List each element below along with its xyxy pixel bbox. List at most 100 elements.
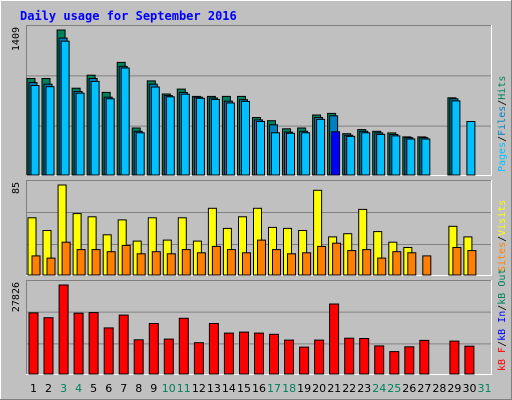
day-label-15: 15: [237, 382, 251, 395]
day-label-10: 10: [162, 382, 176, 395]
bar-pages-day-8: [135, 132, 145, 176]
bar-sites-day-3: [61, 241, 71, 276]
bar-kb-f-day-16: [254, 332, 264, 375]
bar-sites-day-18: [287, 253, 296, 276]
day-label-14: 14: [222, 382, 236, 395]
bar-pages-day-17: [271, 132, 280, 176]
bar-kb-f-day-7: [118, 314, 129, 375]
bar-sites-day-6: [106, 251, 116, 276]
visits-sites-panel: 85 Sites/Visits: [11, 180, 508, 276]
bar-pages-day-21: [331, 131, 341, 176]
bar-pages-day-16: [256, 121, 265, 176]
legend-entry: kB Out: [497, 269, 508, 305]
hits-files-pages-side-legend: Pages/Files/Hits: [497, 76, 508, 172]
day-label-31: 31: [478, 382, 492, 395]
day-label-6: 6: [105, 382, 112, 395]
day-label-18: 18: [282, 382, 296, 395]
bar-pages-day-27: [421, 138, 431, 176]
bar-sites-day-5: [91, 249, 101, 276]
bar-sites-day-29: [452, 247, 462, 276]
bar-kb-f-day-17: [269, 333, 279, 375]
bar-sites-day-10: [166, 253, 176, 276]
kbytes-side-legend: kB F/kB In/kB Out: [497, 269, 508, 371]
day-label-5: 5: [90, 382, 97, 395]
visits-sites-side-legend: Sites/Visits: [497, 200, 508, 272]
bar-sites-day-23: [362, 249, 372, 276]
bar-sites-day-12: [196, 252, 206, 276]
chart-panels: 1409Pages/Files/Hits85Sites/Visits27826k…: [11, 25, 508, 375]
bar-kb-f-day-30: [464, 345, 475, 375]
bar-kb-f-day-27: [419, 339, 430, 375]
bar-pages-day-18: [286, 132, 295, 176]
visits-sites-ymax-label: 85: [11, 182, 22, 194]
day-label-11: 11: [177, 382, 191, 395]
day-label-17: 17: [267, 382, 281, 395]
bar-pages-day-14: [225, 102, 235, 176]
bar-kb-f-day-14: [223, 332, 234, 375]
legend-entry: /: [497, 236, 508, 242]
bar-sites-day-21: [332, 242, 342, 276]
day-label-19: 19: [297, 382, 311, 395]
bar-sites-day-1: [31, 255, 41, 276]
bar-sites-day-16: [257, 239, 266, 276]
day-label-23: 23: [357, 382, 371, 395]
bar-pages-day-23: [361, 132, 371, 176]
day-label-4: 4: [75, 382, 82, 395]
day-label-2: 2: [45, 382, 52, 395]
bar-kb-f-day-26: [404, 346, 415, 375]
day-label-25: 25: [387, 382, 401, 395]
bar-kb-f-day-1: [28, 312, 39, 375]
legend-entry: /: [497, 136, 508, 142]
bar-kb-f-day-23: [359, 338, 370, 375]
day-label-20: 20: [312, 382, 326, 395]
day-label-13: 13: [207, 382, 221, 395]
bar-pages-day-15: [241, 100, 250, 176]
day-label-27: 27: [417, 382, 431, 395]
bar-sites-day-19: [302, 252, 312, 276]
legend-entry: kB F: [497, 347, 508, 371]
bar-pages-day-22: [346, 135, 356, 176]
bar-kb-f-day-3: [58, 284, 69, 375]
day-label-3: 3: [60, 382, 67, 395]
bar-sites-day-8: [136, 253, 146, 276]
bar-sites-day-25: [392, 251, 402, 276]
bar-pages-day-29: [451, 100, 461, 176]
day-label-9: 9: [150, 382, 157, 395]
bar-pages-day-25: [391, 135, 401, 176]
bar-kb-f-day-20: [314, 339, 325, 375]
day-label-7: 7: [120, 382, 127, 395]
day-label-21: 21: [327, 382, 341, 395]
bar-pages-day-1: [30, 85, 40, 176]
day-label-16: 16: [252, 382, 266, 395]
bar-sites-day-7: [121, 244, 131, 276]
bar-pages-day-7: [120, 67, 130, 176]
day-label-28: 28: [432, 382, 446, 395]
bar-sites-day-20: [317, 245, 327, 276]
bar-kb-f-day-2: [43, 317, 54, 375]
bar-sites-day-9: [151, 251, 161, 276]
legend-entry: kB In: [497, 311, 508, 341]
x-axis-day-labels: 1 2 3 4 5 6 7 8 9 10 11 12 13 14 15 16 17 18 19 20 21 22 23 24 2…: [30, 382, 492, 395]
legend-entry: /: [497, 100, 508, 106]
day-label-29: 29: [447, 382, 461, 395]
bar-kb-f-day-15: [239, 331, 249, 375]
bar-kb-f-day-9: [148, 323, 159, 375]
day-label-30: 30: [463, 382, 477, 395]
bar-sites-day-14: [226, 249, 236, 276]
bar-pages-day-2: [45, 86, 55, 176]
bar-kb-f-day-6: [103, 327, 114, 375]
bar-kb-f-day-18: [284, 339, 294, 375]
bar-kb-f-day-11: [178, 317, 189, 375]
bar-pages-day-12: [195, 97, 205, 176]
bar-kb-f-day-13: [208, 323, 219, 375]
bar-pages-day-3: [60, 40, 70, 176]
bar-pages-day-4: [75, 92, 85, 176]
bar-sites-day-24: [377, 257, 387, 276]
day-label-1: 1: [30, 382, 37, 395]
legend-entry: Pages: [497, 142, 508, 172]
bar-sites-day-30: [467, 250, 477, 276]
bar-kb-f-day-10: [163, 338, 174, 375]
bar-pages-day-11: [180, 93, 190, 176]
day-label-26: 26: [402, 382, 416, 395]
